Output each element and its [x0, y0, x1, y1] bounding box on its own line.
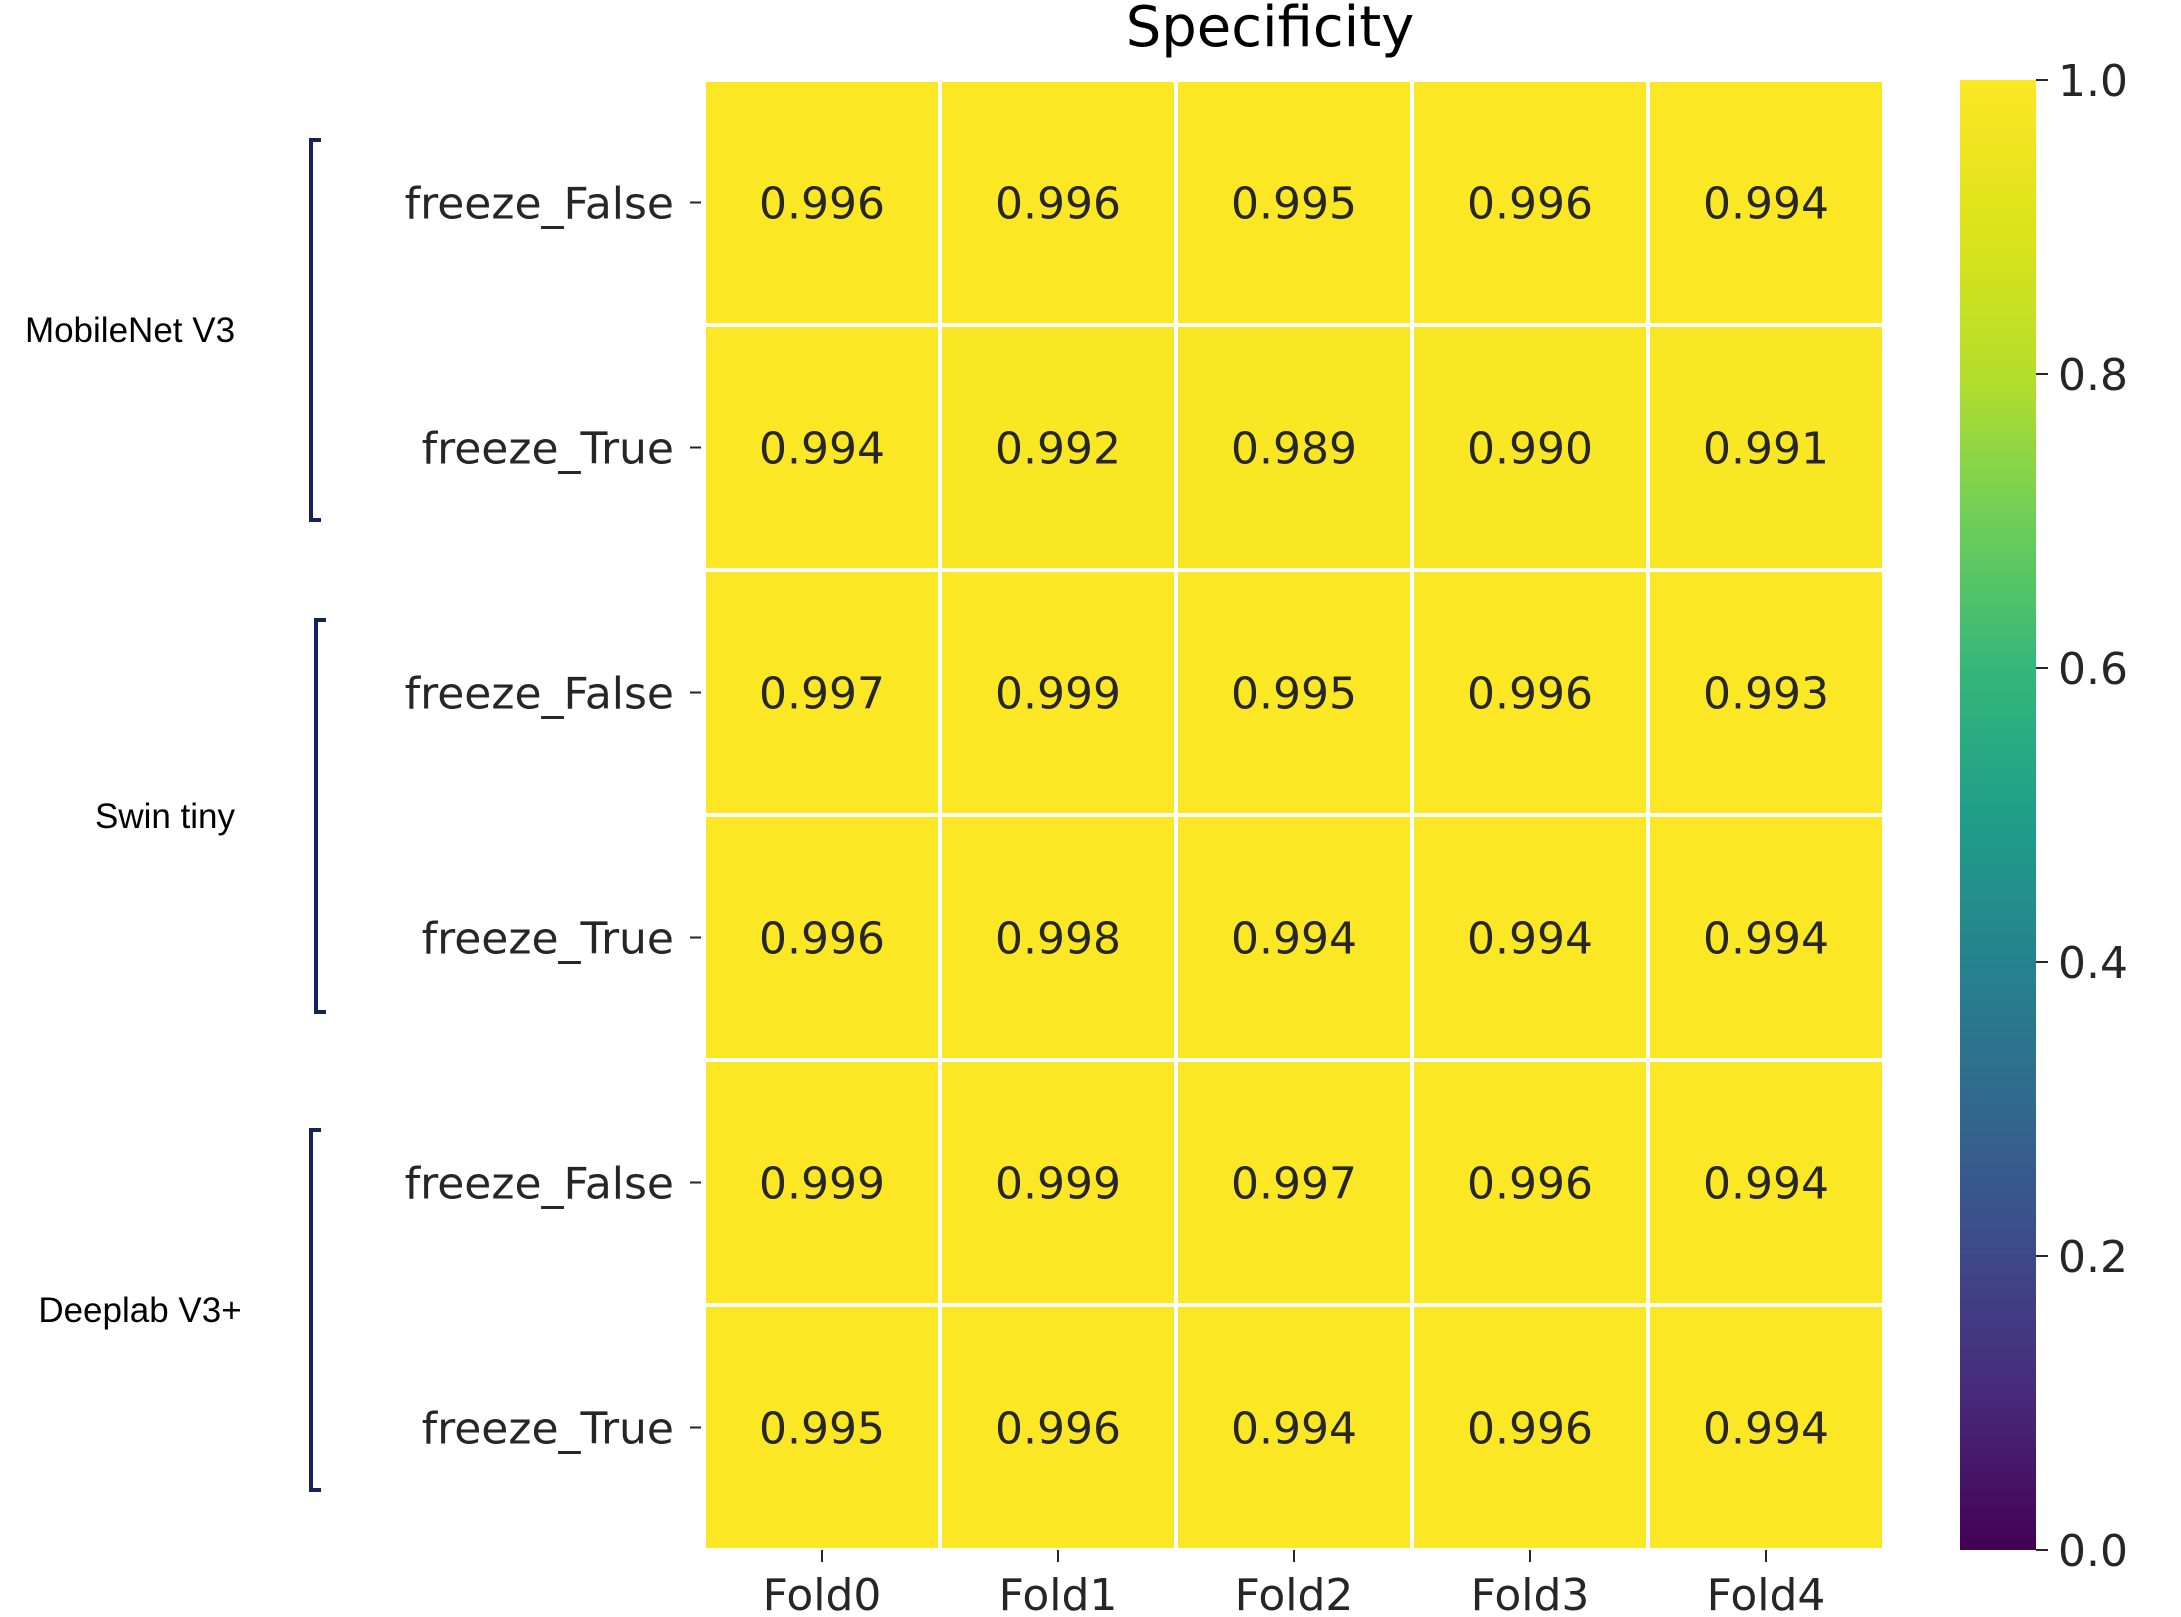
heatmap-cell	[702, 1058, 942, 1307]
cell-value-label: 0.999	[759, 1159, 885, 1210]
y-tick-label: freeze_False	[405, 1159, 674, 1210]
x-axis: Fold0 Fold1 Fold2 Fold3 Fold4	[763, 1550, 1826, 1617]
x-tick-label: Fold2	[1235, 1570, 1354, 1617]
heatmap-cell	[938, 1058, 1178, 1307]
heatmap-cell	[1174, 1058, 1414, 1307]
heatmap-cell	[1174, 813, 1414, 1062]
cell-value-label: 0.994	[1231, 1404, 1357, 1455]
cell-value-label: 0.991	[1703, 424, 1829, 475]
cell-value-label: 0.994	[1703, 914, 1829, 965]
heatmap-cell	[1410, 1303, 1650, 1552]
y-axis: freeze_Falsefreeze_Truefreeze_Falsefreez…	[405, 179, 701, 1455]
heatmap-cell	[1646, 1303, 1886, 1552]
x-tick-label: Fold3	[1471, 1570, 1590, 1617]
x-tick-label: Fold0	[763, 1570, 882, 1617]
cell-value-label: 0.996	[1467, 669, 1593, 720]
chart-title: Specificity	[1126, 0, 1415, 60]
heatmap-cell	[1646, 323, 1886, 572]
cell-value-label: 0.992	[995, 424, 1121, 475]
cell-value-label: 0.995	[1231, 669, 1357, 720]
heatmap-cell	[702, 323, 942, 572]
cell-value-label: 0.994	[1231, 914, 1357, 965]
cell-value-label: 0.996	[1467, 1159, 1593, 1210]
cell-value-label: 0.989	[1231, 424, 1357, 475]
cell-value-label: 0.995	[759, 1404, 885, 1455]
cell-value-label: 0.998	[995, 914, 1121, 965]
heatmap-cell	[938, 568, 1178, 817]
y-tick-label: freeze_True	[422, 424, 674, 475]
cell-value-label: 0.999	[995, 1159, 1121, 1210]
cell-value-label: 0.996	[759, 914, 885, 965]
heatmap-cell	[1174, 1303, 1414, 1552]
cell-value-label: 0.993	[1703, 669, 1829, 720]
colorbar: 0.0 0.2 0.4 0.6 0.8 1.0	[1960, 56, 2128, 1577]
cell-value-label: 0.995	[1231, 179, 1357, 230]
cell-value-label: 0.996	[1467, 1404, 1593, 1455]
cell-value-label: 0.994	[1703, 1159, 1829, 1210]
cell-value-label: 0.999	[995, 669, 1121, 720]
y-tick-label: freeze_True	[422, 1404, 674, 1455]
colorbar-tick-label: 0.0	[2058, 1526, 2128, 1577]
group-bracket	[314, 618, 326, 1014]
heatmap-cell	[1174, 323, 1414, 572]
cell-value-label: 0.996	[995, 1404, 1121, 1455]
x-tick-label: Fold4	[1707, 1570, 1826, 1617]
heatmap-cell	[702, 813, 942, 1062]
colorbar-gradient	[1960, 80, 2036, 1550]
cell-value-label: 0.994	[1703, 1404, 1829, 1455]
heatmap-cell	[1646, 813, 1886, 1062]
cell-value-label: 0.996	[995, 179, 1121, 230]
cell-value-label: 0.997	[1231, 1159, 1357, 1210]
cell-value-label: 0.990	[1467, 424, 1593, 475]
cell-value-label: 0.997	[759, 669, 885, 720]
heatmap-cell	[938, 1303, 1178, 1552]
y-tick-label: freeze_False	[405, 179, 674, 230]
group-label: MobileNet V3	[25, 311, 235, 350]
heatmap-cell	[1646, 1058, 1886, 1307]
group-label: Deeplab V3+	[38, 1291, 241, 1330]
group-bracket	[309, 138, 321, 522]
colorbar-tick-label: 0.4	[2058, 938, 2128, 989]
colorbar-tick-label: 0.6	[2058, 644, 2128, 695]
x-tick-label: Fold1	[999, 1570, 1118, 1617]
colorbar-tick-label: 0.2	[2058, 1232, 2128, 1283]
group-bracket	[309, 1128, 321, 1492]
y-tick-label: freeze_False	[405, 669, 674, 720]
cell-value-label: 0.994	[1703, 179, 1829, 230]
cell-value-label: 0.996	[1467, 179, 1593, 230]
y-tick-label: freeze_True	[422, 914, 674, 965]
cell-value-label: 0.996	[759, 179, 885, 230]
heatmap-cell	[702, 78, 942, 327]
colorbar-tick-label: 0.8	[2058, 350, 2128, 401]
heatmap-cell	[1410, 568, 1650, 817]
cell-value-label: 0.994	[1467, 914, 1593, 965]
group-label: Swin tiny	[95, 797, 236, 836]
heatmap-cell	[938, 813, 1178, 1062]
heatmap-cell	[1174, 78, 1414, 327]
heatmap-cells: 0.996 0.996 0.995 0.996 0.994 0.994 0.992 0.989…	[702, 78, 1886, 1552]
colorbar-tick-label: 1.0	[2058, 56, 2128, 107]
heatmap-cell	[938, 78, 1178, 327]
heatmap-cell	[1410, 813, 1650, 1062]
row-groups: MobileNet V3 Swin tiny Deeplab V3+	[25, 138, 326, 1492]
cell-value-label: 0.994	[759, 424, 885, 475]
